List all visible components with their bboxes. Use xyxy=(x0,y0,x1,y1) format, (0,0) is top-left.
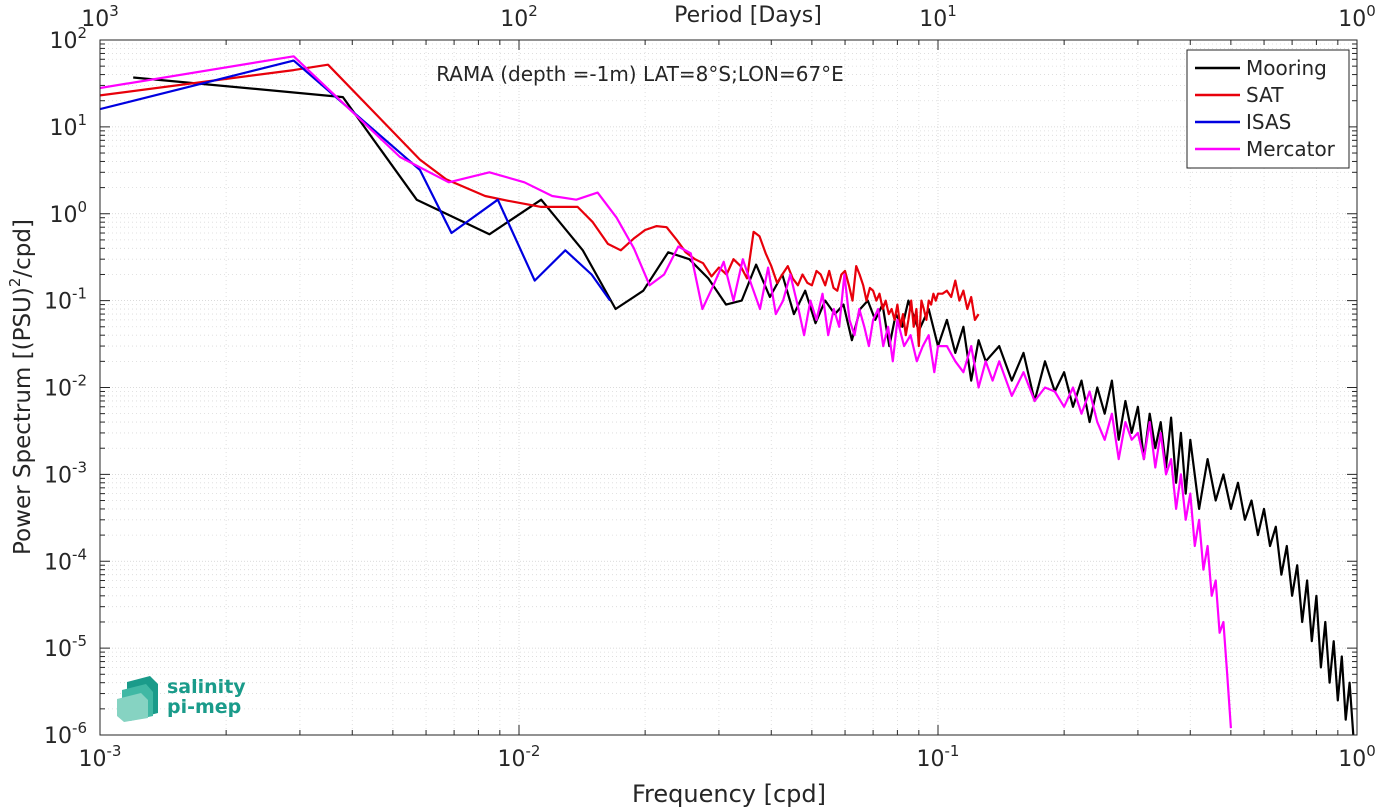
top-tick-label-exp: 3 xyxy=(109,2,119,20)
y-tick-label-base: 10 xyxy=(49,116,77,141)
y-tick-label-exp: -4 xyxy=(72,545,87,563)
y-tick-label-base: 10 xyxy=(44,550,72,575)
top-tick-label: 102 xyxy=(500,2,538,32)
y-tick-label: 102 xyxy=(49,24,87,54)
y-tick-label: 101 xyxy=(49,111,87,141)
top-tick-label-base: 10 xyxy=(1338,7,1366,32)
y-tick-label-base: 10 xyxy=(44,637,72,662)
y-tick-label-exp: -6 xyxy=(72,719,87,737)
x-tick-label-exp: -2 xyxy=(526,742,541,760)
series-line-mooring xyxy=(133,76,1355,735)
top-tick-label: 100 xyxy=(1338,2,1376,32)
y-tick-label: 10-6 xyxy=(44,719,87,749)
x-tick-label-exp: -3 xyxy=(107,742,122,760)
y-tick-label-exp: -3 xyxy=(72,458,87,476)
y-tick-label-exp: 0 xyxy=(77,198,87,216)
legend: Mooring SAT ISAS Mercator xyxy=(1186,49,1350,169)
legend-label-mercator: Mercator xyxy=(1246,137,1336,161)
top-tick-label-base: 10 xyxy=(500,7,528,32)
y-axis-label-tail: /cpd] xyxy=(10,219,36,278)
y-axis-label-sup: 2 xyxy=(6,278,24,288)
data-series xyxy=(100,55,1355,735)
y-tick-label: 10-2 xyxy=(44,372,87,402)
logo-line2: pi-mep xyxy=(167,696,241,718)
legend-label-sat: SAT xyxy=(1246,83,1284,107)
x-tick-label-base: 10 xyxy=(79,747,107,772)
top-tick-label-exp: 0 xyxy=(1366,2,1376,20)
axes: 10-3 10-2 10-1 10010210110010-110-210-310-4… xyxy=(44,2,1376,772)
logo: salinity pi-mep xyxy=(117,676,246,722)
top-tick-label-base: 10 xyxy=(81,7,109,32)
x-axis-label: Frequency [cpd] xyxy=(632,780,826,808)
y-tick-label-base: 10 xyxy=(49,203,77,228)
y-tick-label-exp: -5 xyxy=(72,632,87,650)
x-tick-label-base: 10 xyxy=(1338,747,1366,772)
y-tick-label: 10-4 xyxy=(44,545,87,575)
y-axis-label-main: Power Spectrum [(PSU) xyxy=(10,287,36,555)
x-tick-label-base: 10 xyxy=(498,747,526,772)
y-tick-label: 10-5 xyxy=(44,632,87,662)
top-tick-label: 101 xyxy=(919,2,957,32)
x-tick-label: 10-1 xyxy=(917,742,960,772)
top-tick-label-exp: 2 xyxy=(528,2,538,20)
x-tick-label-base: 10 xyxy=(917,747,945,772)
y-tick-label-base: 10 xyxy=(44,377,72,402)
y-tick-label-exp: -2 xyxy=(72,372,87,390)
x-tick-label-exp: -1 xyxy=(945,742,960,760)
series-line-mercator xyxy=(100,55,1232,729)
y-tick-label-base: 10 xyxy=(44,724,72,749)
chart-title: RAMA (depth =-1m) LAT=8°S;LON=67°E xyxy=(436,62,844,86)
top-tick-label-base: 10 xyxy=(919,7,947,32)
y-tick-label-exp: 2 xyxy=(77,24,87,42)
series-line-sat xyxy=(100,63,980,348)
y-tick-label-base: 10 xyxy=(44,463,72,488)
logo-mark-icon xyxy=(117,676,158,722)
top-tick-label: 103 xyxy=(81,2,119,32)
x-tick-label-exp: 0 xyxy=(1366,742,1376,760)
x-tick-label: 100 xyxy=(1338,742,1376,772)
y-tick-label: 100 xyxy=(49,198,87,228)
top-tick-label-exp: 1 xyxy=(947,2,957,20)
y-axis-label: Power Spectrum [(PSU)2/cpd] xyxy=(6,219,36,555)
x-tick-label: 10-3 xyxy=(79,742,122,772)
logo-line1: salinity xyxy=(167,676,246,698)
legend-label-isas: ISAS xyxy=(1246,110,1291,134)
y-tick-label: 10-1 xyxy=(44,285,87,315)
y-tick-label-exp: 1 xyxy=(77,111,87,129)
y-tick-label-base: 10 xyxy=(49,29,77,54)
y-tick-label: 10-3 xyxy=(44,458,87,488)
legend-label-mooring: Mooring xyxy=(1246,56,1327,80)
y-tick-label-exp: -1 xyxy=(72,285,87,303)
top-axis-label: Period [Days] xyxy=(674,3,822,28)
y-tick-label-base: 10 xyxy=(44,290,72,315)
x-tick-label: 10-2 xyxy=(498,742,541,772)
